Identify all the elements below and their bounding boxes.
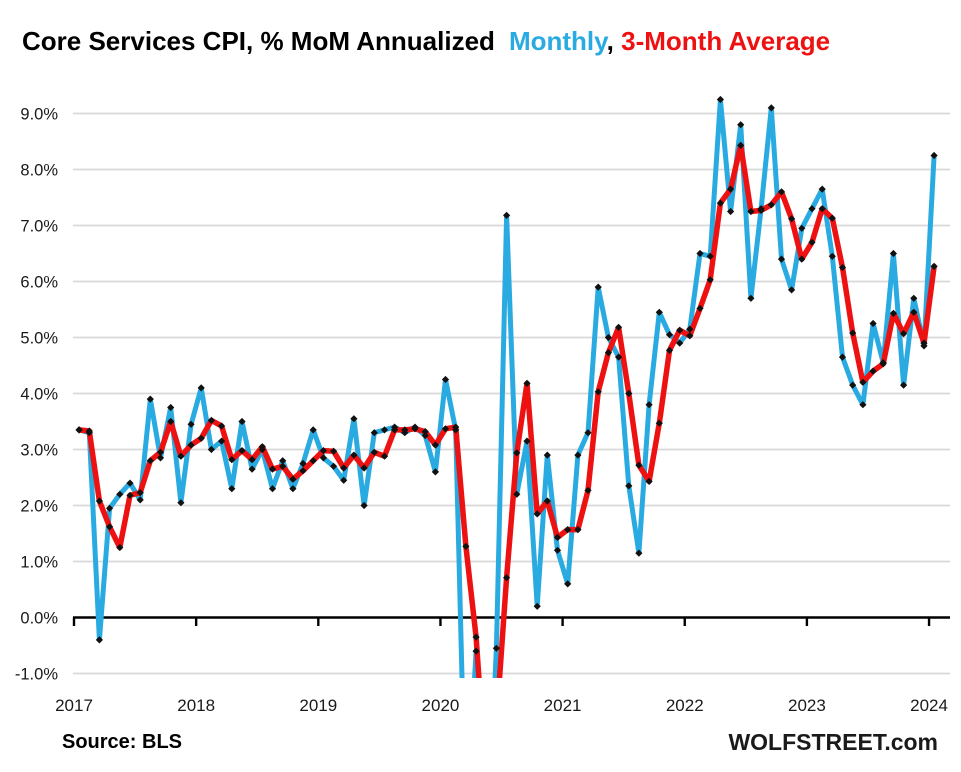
x-axis-label: 2020 bbox=[422, 696, 460, 715]
legend-average-label: 3-Month Average bbox=[621, 26, 831, 56]
chart-title: Core Services CPI, % MoM Annualized Month… bbox=[22, 26, 952, 57]
x-axis-label: 2021 bbox=[544, 696, 582, 715]
x-axis-label: 2023 bbox=[788, 696, 826, 715]
site-credit: WOLFSTREET.com bbox=[728, 729, 938, 755]
chart-title-main: Core Services CPI, % MoM Annualized bbox=[22, 26, 495, 56]
y-axis-label: 9.0% bbox=[20, 106, 58, 124]
legend-monthly-label: Monthly bbox=[508, 26, 607, 56]
y-axis-label: 2.0% bbox=[20, 498, 58, 516]
data-series bbox=[76, 97, 937, 678]
x-axis-label: 2017 bbox=[55, 696, 93, 715]
y-axis-label: 7.0% bbox=[20, 218, 58, 236]
y-axis-labels: 9.0% 8.0% 7.0% 6.0% 5.0% 4.0% 3.0% 2.0% 1.0% 0.0%… bbox=[15, 106, 58, 684]
y-axis-label: 0.0% bbox=[20, 610, 58, 628]
y-axis-label: 3.0% bbox=[20, 442, 58, 460]
source-credit: Source: BLS bbox=[62, 731, 183, 753]
y-axis-label: 5.0% bbox=[20, 330, 58, 348]
x-axis-label: 2018 bbox=[177, 696, 215, 715]
x-axis bbox=[72, 616, 950, 626]
y-axis-label: 8.0% bbox=[20, 162, 58, 180]
y-axis-label: 6.0% bbox=[20, 274, 58, 292]
chart-title-separator: , bbox=[606, 26, 614, 56]
y-axis-label: 1.0% bbox=[20, 554, 58, 572]
x-axis-label: 2022 bbox=[666, 696, 704, 715]
x-axis-label: 2019 bbox=[299, 696, 337, 715]
y-axis-label: -1.0% bbox=[15, 666, 58, 684]
x-axis-label: 2024 bbox=[910, 696, 948, 715]
x-axis-labels: 2017 2018 2019 2020 2021 2022 2023 2024 bbox=[55, 696, 948, 715]
monthly-line bbox=[76, 97, 937, 678]
y-axis-label: 4.0% bbox=[20, 386, 58, 404]
